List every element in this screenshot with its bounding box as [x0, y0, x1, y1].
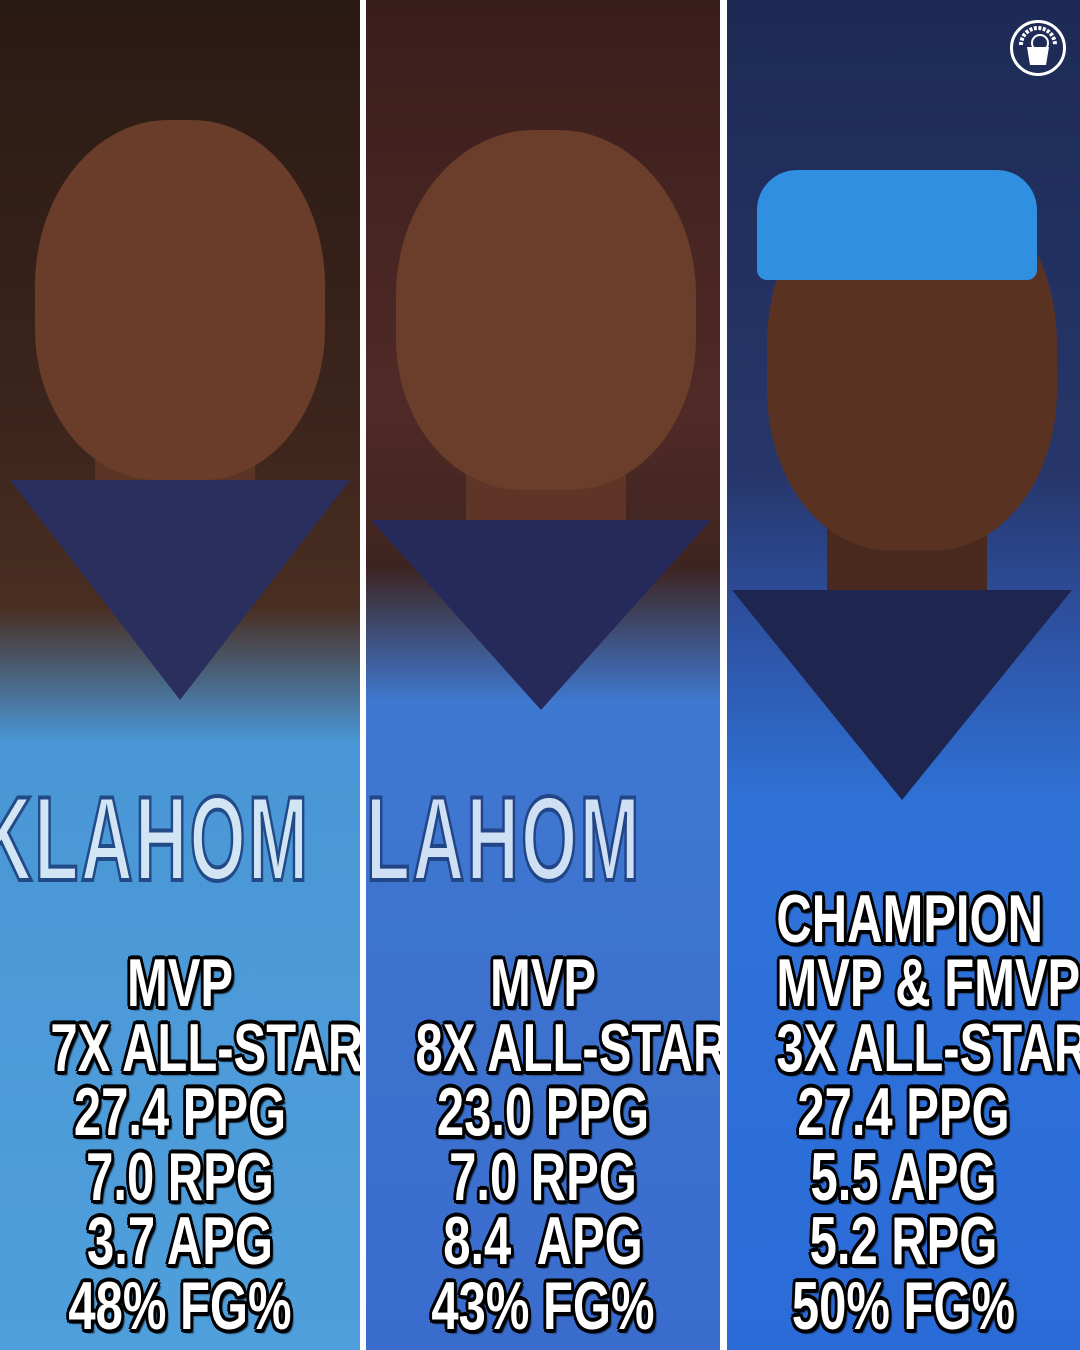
- stat-line: 48% FG%: [68, 1267, 292, 1344]
- stats-block: MVP 8X ALL-STAR 23.0 PPG 7.0 RPG 8.4 APG…: [366, 945, 720, 1344]
- stat-line: MVP: [489, 945, 597, 1021]
- stats-block: CHAMPION MVP & FMVP 3X ALL-STAR 27.4 PPG…: [727, 880, 1080, 1344]
- stat-line: 3.7 APG: [87, 1203, 273, 1279]
- stat-line: 23.0 PPG: [436, 1074, 650, 1150]
- stat-line: 8X ALL-STAR: [415, 1009, 720, 1086]
- player-photo: [35, 120, 325, 480]
- stat-line: MVP & FMVP: [776, 945, 1080, 1021]
- jersey-text: LAHOM: [366, 770, 642, 908]
- stat-line: 7.0 RPG: [449, 1138, 637, 1215]
- stat-line: 3X ALL-STAR: [776, 1009, 1080, 1086]
- stat-line: 5.5 APG: [810, 1138, 997, 1215]
- stats-block: MVP 7X ALL-STAR 27.4 PPG 7.0 RPG 3.7 APG…: [0, 945, 360, 1344]
- buckets-logo-icon: [1010, 20, 1066, 76]
- stat-line: CHAMPION: [776, 880, 1043, 957]
- headband: [757, 170, 1037, 280]
- player-photo: [396, 130, 696, 490]
- stat-line: 8.4 APG: [443, 1203, 643, 1279]
- player-panel-2: LAHOM MVP 8X ALL-STAR 23.0 PPG 7.0 RPG 8…: [366, 0, 720, 1350]
- stat-line: 7.0 RPG: [86, 1138, 274, 1215]
- player-panel-3: CHAMPION MVP & FMVP 3X ALL-STAR 27.4 PPG…: [727, 0, 1080, 1350]
- jersey-collar: [732, 590, 1072, 800]
- stat-line: 50% FG%: [791, 1267, 1016, 1344]
- stat-line: MVP: [126, 945, 234, 1021]
- stat-line: 5.2 RPG: [809, 1203, 998, 1279]
- stat-line: 27.4 PPG: [797, 1074, 1010, 1150]
- jersey-collar: [371, 520, 711, 710]
- stat-line: 43% FG%: [431, 1267, 655, 1344]
- player-panel-1: KLAHOM MVP 7X ALL-STAR 27.4 PPG 7.0 RPG …: [0, 0, 360, 1350]
- jersey-collar: [10, 480, 350, 700]
- stat-line: 7X ALL-STAR: [50, 1009, 360, 1086]
- jersey-text: KLAHOM: [0, 770, 311, 908]
- stat-line: 27.4 PPG: [73, 1074, 287, 1150]
